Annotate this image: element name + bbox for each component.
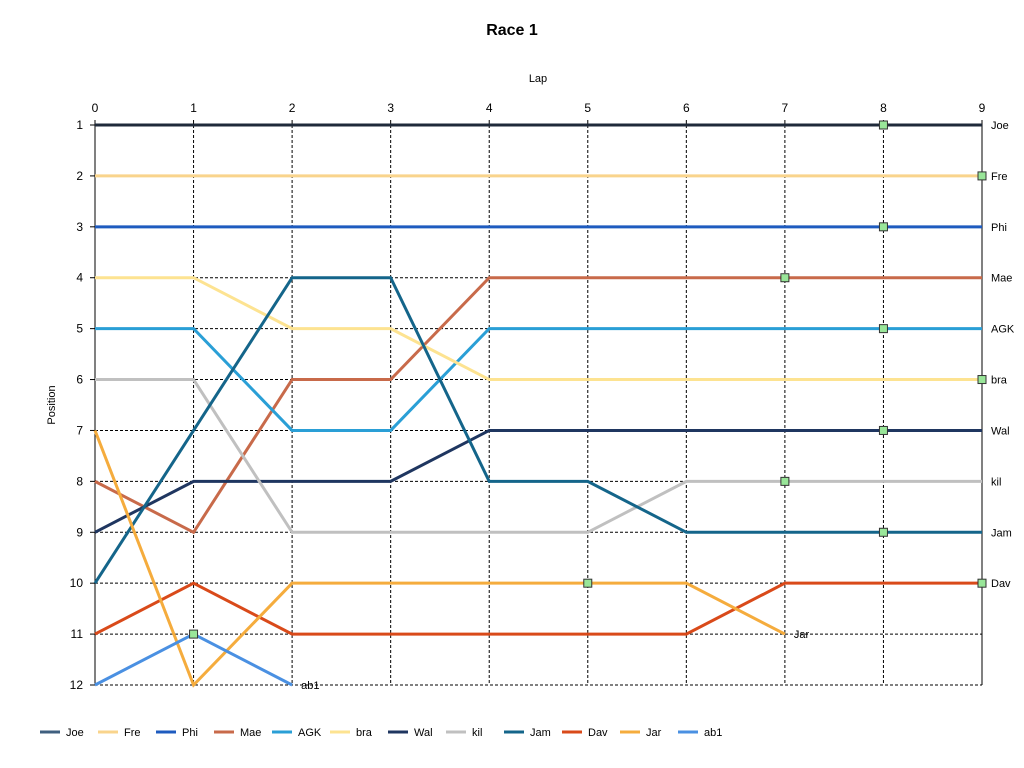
x-tick-label: 1 [190,101,197,115]
marker-wal [878,425,888,435]
y-tick-label: 2 [76,169,83,183]
marker-fre [977,171,987,181]
legend-label-fre: Fre [124,727,141,739]
end-label-phi: Phi [991,222,1007,234]
legend-label-agk: AGK [298,727,322,739]
chart-title: Race 1 [486,22,538,39]
marker-ab1 [189,629,199,639]
marker-layer: Joe Fre Phi Mae AGK bra Wal kil Jam Dav Jar ab1 [189,120,1015,692]
end-label-ab1: ab1 [301,680,319,692]
y-tick-label: 5 [76,322,83,336]
y-tick-label: 1 [76,118,83,132]
x-tick-label: 5 [584,101,591,115]
series-line-wal [94,428,982,534]
legend-label-jam: Jam [530,727,551,739]
y-axis-title: Position [46,385,58,424]
x-tick-label: 8 [880,101,887,115]
marker-mae [780,273,790,283]
series-line-bra [95,276,982,382]
x-tick-label: 4 [486,101,493,115]
end-label-jam: Jam [991,527,1012,539]
x-tick-label: 6 [683,101,690,115]
legend-label-wal: Wal [414,727,433,739]
end-label-joe: Joe [991,120,1009,132]
end-label-wal: Wal [991,425,1010,437]
marker-bra [977,375,987,385]
y-tick-label: 6 [76,373,83,387]
marker-joe [878,120,888,130]
marker-kil [780,476,790,486]
marker-agk [878,324,888,334]
series-line-jar [93,429,786,688]
end-label-mae: Mae [991,273,1012,285]
legend-label-jar: Jar [646,727,662,739]
legend-label-bra: bra [356,727,373,739]
end-label-jar: Jar [794,629,810,641]
x-tick-label: 0 [92,101,99,115]
marker-dav [977,578,987,588]
end-label-bra: bra [991,375,1008,387]
legend-label-phi: Phi [182,727,198,739]
x-tick-label: 2 [289,101,296,115]
series-line-dav [94,581,982,636]
x-tick-label: 7 [782,101,789,115]
end-label-fre: Fre [991,171,1008,183]
marker-phi [878,222,888,232]
series-layer [93,123,982,688]
y-tick-label: 4 [76,271,83,285]
marker-jam [878,527,888,537]
y-tick-label: 8 [76,474,83,488]
x-tick-label: 9 [979,101,986,115]
end-label-dav: Dav [991,578,1011,590]
x-tick-label: 3 [387,101,394,115]
legend-label-kil: kil [472,727,482,739]
y-tick-label: 10 [70,576,84,590]
y-tick-label: 9 [76,525,83,539]
legend-label-ab1: ab1 [704,727,722,739]
x-axis-title: Lap [529,73,547,85]
legend: Joe Fre Phi Mae AGK bra Wal kil Jam Dav Jar ab1 [40,727,722,739]
y-tick-label: 12 [70,678,84,692]
y-tick-label: 3 [76,220,83,234]
marker-jar [583,578,593,588]
series-line-agk [95,327,982,432]
legend-label-dav: Dav [588,727,608,739]
series-line-mae [94,276,982,535]
series-line-kil [95,378,982,534]
end-label-kil: kil [991,476,1001,488]
end-label-agk: AGK [991,324,1015,336]
legend-label-mae: Mae [240,727,261,739]
y-tick-label: 11 [71,627,84,641]
series-line-jam [93,276,982,584]
legend-label-joe: Joe [66,727,84,739]
y-tick-label: 7 [76,423,83,437]
